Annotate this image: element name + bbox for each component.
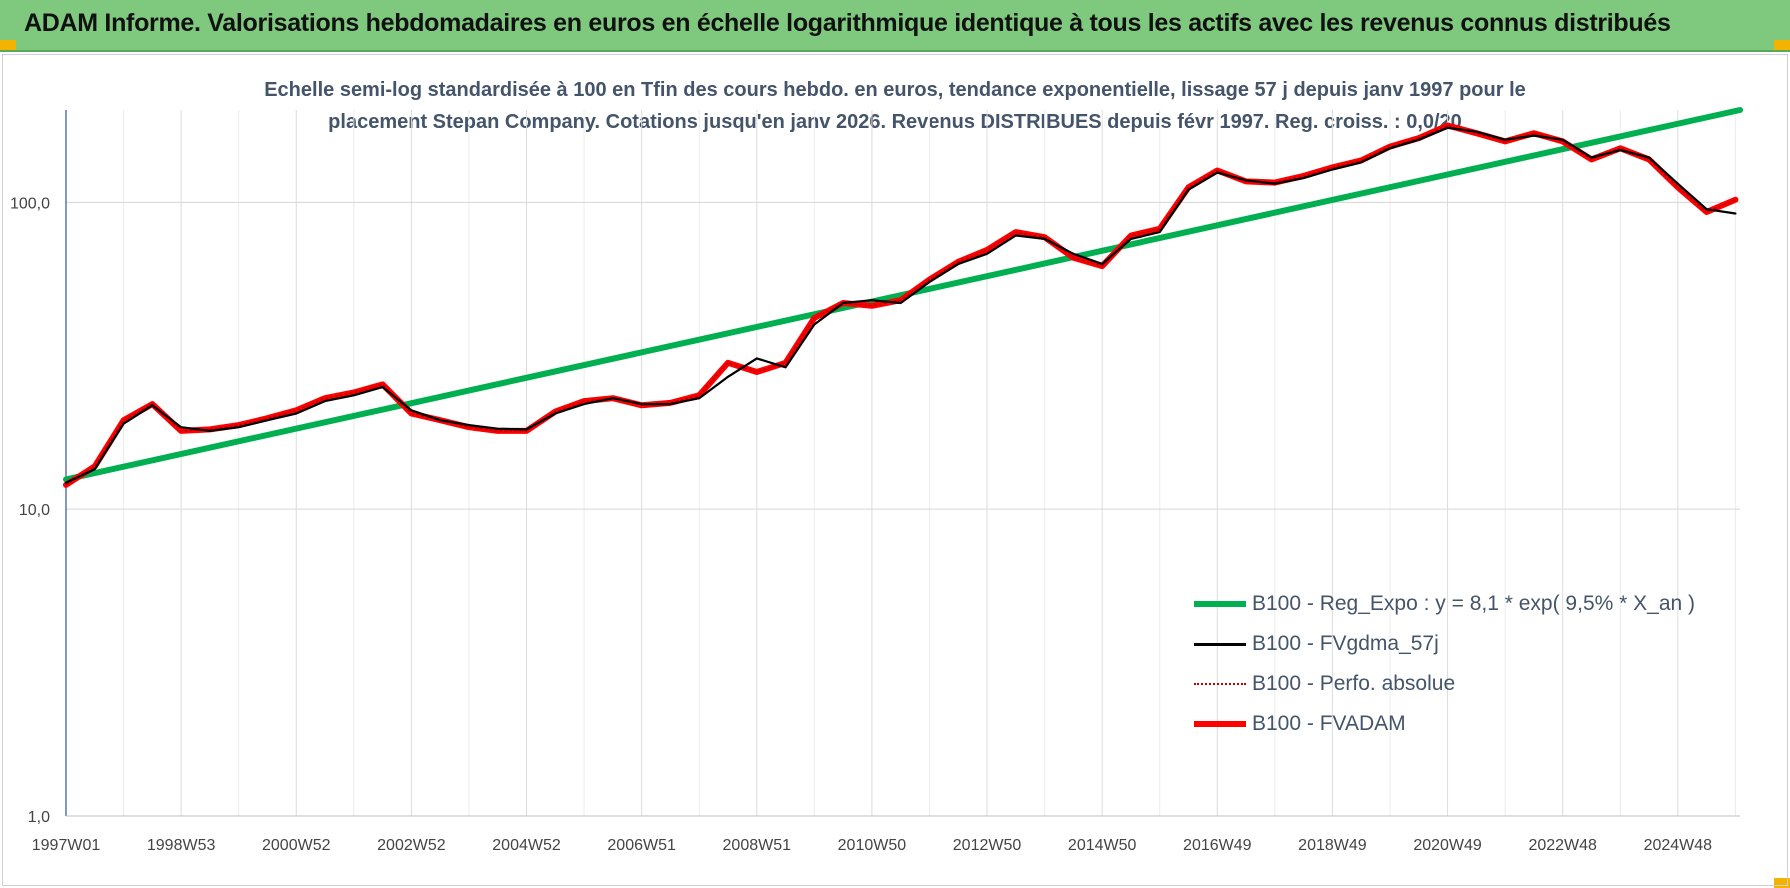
legend-item-perfo: B100 - Perfo. absolue	[1194, 664, 1734, 704]
chart-title-line-1: Echelle semi-log standardisée à 100 en T…	[264, 79, 1526, 101]
corner-marker-bottom-right	[1774, 878, 1790, 888]
legend-label-regression: B100 - Reg_Expo : y = 8,1 * exp( 9,5% * …	[1252, 592, 1696, 615]
grid-layer	[66, 110, 1740, 817]
legend: B100 - Reg_Expo : y = 8,1 * exp( 9,5% * …	[1194, 584, 1734, 744]
legend-item-fvgdma: B100 - FVgdma_57j	[1194, 624, 1734, 664]
y-tick-label: 1,0	[28, 809, 50, 826]
x-tick-label: 2016W49	[1183, 837, 1252, 854]
chart-frame	[2, 54, 1788, 886]
corner-marker-left	[0, 40, 16, 50]
y-tick-label: 100,0	[10, 195, 50, 212]
x-tick-label: 2006W51	[607, 837, 676, 854]
x-tick-label: 1997W01	[32, 837, 101, 854]
corner-marker-right	[1774, 40, 1790, 50]
y-tick-label: 10,0	[19, 502, 50, 519]
legend-swatch-regression	[1194, 601, 1246, 607]
report-title: ADAM Informe. Valorisations hebdomadaire…	[24, 9, 1671, 37]
legend-item-fvadam: B100 - FVADAM	[1194, 704, 1734, 744]
chart-title-line-2: placement Stepan Company. Cotations jusq…	[328, 111, 1462, 133]
series-line-2	[65, 124, 1737, 486]
x-tick-label: 2014W50	[1068, 837, 1137, 854]
x-tick-label: 2002W52	[377, 837, 446, 854]
x-tick-label: 2020W49	[1413, 837, 1482, 854]
x-tick-label: 2010W50	[838, 837, 907, 854]
legend-label-fvgdma: B100 - FVgdma_57j	[1252, 632, 1439, 655]
x-tick-label: 2024W48	[1644, 837, 1713, 854]
x-tick-label: 2000W52	[262, 837, 331, 854]
x-tick-label: 2004W52	[492, 837, 561, 854]
axis-layer: 1997W01 1998W53 2000W52 2002W52 2004W52 2006W…	[10, 110, 1740, 854]
legend-item-regression: B100 - Reg_Expo : y = 8,1 * exp( 9,5% * …	[1194, 584, 1734, 624]
report-banner: ADAM Informe. Valorisations hebdomadaire…	[0, 0, 1790, 52]
legend-label-fvadam: B100 - FVADAM	[1252, 712, 1406, 735]
series-line-1	[64, 126, 1737, 484]
series-line-0	[63, 107, 1743, 483]
legend-swatch-fvgdma	[1194, 642, 1246, 646]
x-tick-label: 1998W53	[147, 837, 216, 854]
chart-title: Echelle semi-log standardisée à 100 en T…	[240, 74, 1550, 138]
series-layer	[63, 107, 1743, 488]
series-line-3	[63, 122, 1739, 488]
legend-swatch-fvadam	[1194, 721, 1246, 727]
x-tick-label: 2022W48	[1528, 837, 1597, 854]
legend-swatch-perfo	[1194, 683, 1246, 685]
x-tick-label: 2018W49	[1298, 837, 1367, 854]
legend-label-perfo: B100 - Perfo. absolue	[1252, 672, 1456, 695]
x-tick-label: 2012W50	[953, 837, 1022, 854]
x-tick-label: 2008W51	[723, 837, 792, 854]
